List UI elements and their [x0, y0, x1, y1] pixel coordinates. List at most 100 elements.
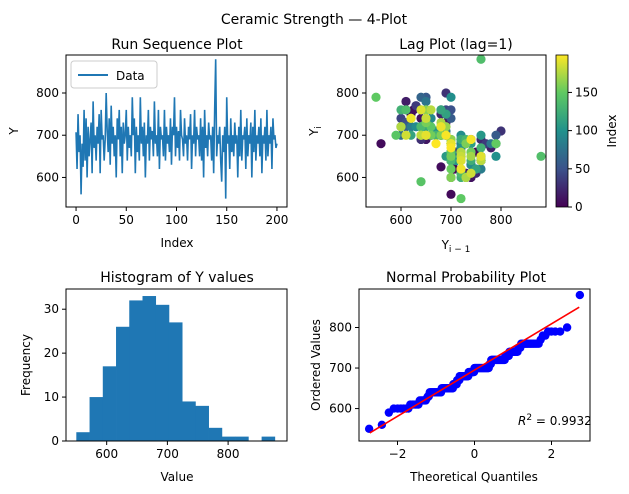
histogram-bar [102, 366, 117, 441]
histogram-ytick-label: 0 [51, 434, 59, 448]
run-sequence-xlabel: Index [160, 236, 193, 250]
figure-suptitle: Ceramic Strength — 4-Plot [221, 12, 408, 28]
probability-point [364, 424, 374, 434]
lag-plot-frame [365, 54, 547, 208]
histogram-ytick-label: 20 [44, 346, 59, 360]
normal-probability-xtick-label: 2 [548, 447, 556, 461]
lag-point [491, 151, 501, 161]
run-sequence-xtick-label: 200 [266, 213, 289, 227]
lag-plot-xlabel: Yi − 1 [441, 238, 471, 255]
normal-probability-points [364, 290, 585, 434]
histogram-bar [168, 322, 183, 441]
normal-probability-ytick-label: 700 [329, 361, 352, 375]
normal-probability-ylabel: Ordered Values [309, 319, 323, 411]
lag-point [391, 130, 401, 140]
run-sequence-line-layer [75, 59, 278, 199]
lag-point [441, 130, 451, 140]
normal-probability-plot: Normal Probability Plot −2 0 2 600 700 800 R2… [309, 270, 592, 484]
lag-point [476, 151, 486, 161]
histogram-xtick-label: 800 [217, 447, 240, 461]
lag-point [476, 143, 486, 153]
lag-plot-xtick-label: 800 [490, 213, 513, 227]
probability-point [562, 323, 572, 332]
lag-point [446, 164, 456, 174]
lag-point [426, 105, 436, 115]
run-sequence-ytick-label: 800 [36, 86, 59, 100]
run-sequence-xtick-label: 50 [119, 213, 134, 227]
colorbar [555, 54, 569, 208]
histogram-bar [261, 436, 276, 441]
lag-point [436, 122, 446, 132]
lag-plot-ytick-label: 800 [336, 86, 359, 100]
colorbar-label: Index [605, 114, 619, 147]
lag-point [431, 139, 441, 149]
histogram-ylabel: Frequency [19, 334, 33, 396]
lag-point [456, 193, 466, 204]
histogram-bar [182, 401, 196, 441]
lag-plot-ytick-label: 600 [336, 170, 359, 184]
lag-point [421, 113, 431, 123]
lag-plot-xtick-label: 700 [440, 213, 463, 227]
run-sequence-xtick-label: 150 [215, 213, 238, 227]
normal-probability-title: Normal Probability Plot [386, 270, 546, 286]
lag-plot-ylabel: Yi [307, 126, 324, 137]
legend-frame [70, 60, 158, 89]
histogram-ytick-label: 10 [44, 390, 59, 404]
normal-probability-xtick-label: 0 [471, 447, 479, 461]
lag-point [401, 105, 411, 115]
lag-plot-xtick-label: 600 [390, 213, 413, 227]
histogram-xtick-label: 600 [95, 447, 118, 461]
run-sequence-ytick-label: 700 [36, 128, 59, 142]
colorbar-tick-label: 50 [575, 162, 590, 176]
colorbar-tick-label: 100 [575, 124, 598, 138]
histogram-bar [208, 427, 223, 441]
run-sequence-axes: 0 50 100 150 200 600 700 800 [36, 86, 288, 227]
histogram-xlabel: Value [161, 470, 194, 484]
histogram-xtick-label: 700 [156, 447, 179, 461]
lag-point [446, 92, 456, 102]
lag-point [396, 122, 406, 132]
colorbar-tick-label: 0 [575, 200, 583, 214]
normal-probability-xlabel: Theoretical Quantiles [409, 470, 538, 484]
normal-probability-ytick-label: 600 [329, 402, 352, 416]
histogram-bar [129, 300, 143, 441]
lag-point [446, 151, 456, 161]
histogram-bar [142, 296, 157, 441]
histogram-bar [155, 304, 170, 441]
lag-point [371, 92, 381, 102]
lag-point [416, 105, 426, 115]
histogram-title: Histogram of Y values [100, 270, 254, 286]
histogram-bar [235, 436, 249, 441]
run-sequence-plot: Run Sequence Plot Data 0 50 100 150 200 600 70… [7, 37, 288, 250]
lag-point [476, 54, 486, 64]
r-squared-annotation: R2 = 0.9932 [518, 413, 592, 428]
lag-point [401, 130, 411, 140]
lag-point [476, 130, 486, 140]
histogram-plot: Histogram of Y values 600 700 800 0 10 20 30 V… [19, 270, 288, 484]
normal-probability-xtick-label: −2 [389, 447, 407, 461]
normal-probability-axes: −2 0 2 600 700 800 [329, 321, 555, 461]
run-sequence-title: Run Sequence Plot [111, 37, 243, 53]
histogram-bar [89, 397, 104, 441]
fit-line [369, 306, 580, 434]
lag-plot-ytick-label: 700 [336, 128, 359, 142]
histogram-bars [76, 296, 276, 441]
histogram-bar [195, 405, 209, 441]
legend-entry-data: Data [116, 69, 145, 83]
run-sequence-xtick-label: 0 [72, 213, 80, 227]
lag-point [456, 164, 466, 174]
lag-point [446, 143, 456, 153]
normal-probability-fit-line-layer [369, 306, 580, 434]
histogram-ytick-label: 30 [44, 302, 59, 316]
lag-point [466, 151, 476, 161]
histogram-bar [76, 432, 90, 441]
lag-point [416, 177, 426, 187]
histogram-frame [65, 288, 288, 442]
lag-point [466, 168, 476, 178]
lag-point [536, 151, 546, 161]
lag-point [376, 139, 386, 149]
lag-point [421, 96, 431, 107]
lag-point [456, 155, 466, 166]
lag-point [436, 162, 446, 172]
